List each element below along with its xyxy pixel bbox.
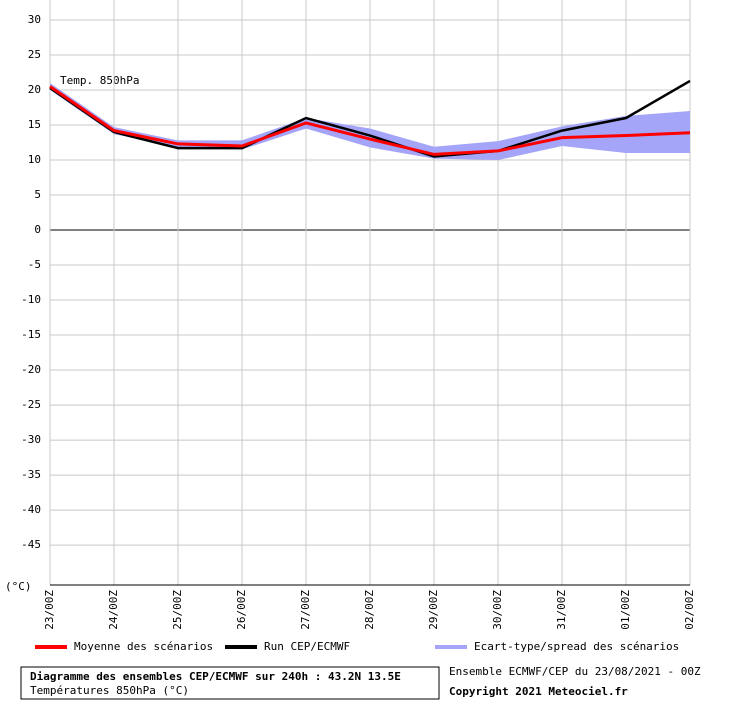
copyright: Copyright 2021 Meteociel.fr — [449, 685, 628, 698]
y-tick-label: 30 — [28, 13, 41, 26]
x-tick-label: 02/00Z — [683, 590, 696, 630]
x-tick-label: 01/00Z — [619, 590, 632, 630]
x-tick-label: 23/00Z — [43, 590, 56, 630]
y-tick-label: 20 — [28, 83, 41, 96]
y-tick-label: -5 — [28, 258, 41, 271]
y-tick-label: 0 — [34, 223, 41, 236]
x-tick-label: 31/00Z — [555, 590, 568, 630]
y-tick-label: -30 — [21, 433, 41, 446]
y-tick-label: -15 — [21, 328, 41, 341]
y-tick-label: -40 — [21, 503, 41, 516]
x-tick-label: 24/00Z — [107, 590, 120, 630]
legend-label: Ecart-type/spread des scénarios — [474, 640, 679, 653]
x-tick-label: 25/00Z — [171, 590, 184, 630]
y-tick-label: -35 — [21, 468, 41, 481]
chart-title: Diagramme des ensembles CEP/ECMWF sur 24… — [30, 670, 401, 683]
y-tick-label: 15 — [28, 118, 41, 131]
y-tick-label: -20 — [21, 363, 41, 376]
x-tick-label: 30/00Z — [491, 590, 504, 630]
legend-label: Run CEP/ECMWF — [264, 640, 350, 653]
legend-label: Moyenne des scénarios — [74, 640, 213, 653]
subtitle: Températures 850hPa (°C) — [30, 684, 189, 697]
y-unit: (°C) — [5, 580, 32, 593]
y-tick-label: 10 — [28, 153, 41, 166]
x-tick-label: 26/00Z — [235, 590, 248, 630]
source: Ensemble ECMWF/CEP du 23/08/2021 - 00Z — [449, 665, 701, 678]
x-tick-label: 27/00Z — [299, 590, 312, 630]
x-tick-label: 28/00Z — [363, 590, 376, 630]
y-tick-label: -45 — [21, 538, 41, 551]
y-tick-label: -10 — [21, 293, 41, 306]
y-tick-label: 25 — [28, 48, 41, 61]
y-tick-label: -25 — [21, 398, 41, 411]
annotation: Temp. 850hPa — [60, 74, 139, 87]
y-tick-label: 5 — [34, 188, 41, 201]
title-box — [20, 666, 440, 700]
series-line — [49, 79, 691, 158]
x-tick-label: 29/00Z — [427, 590, 440, 630]
series-line — [49, 85, 691, 156]
